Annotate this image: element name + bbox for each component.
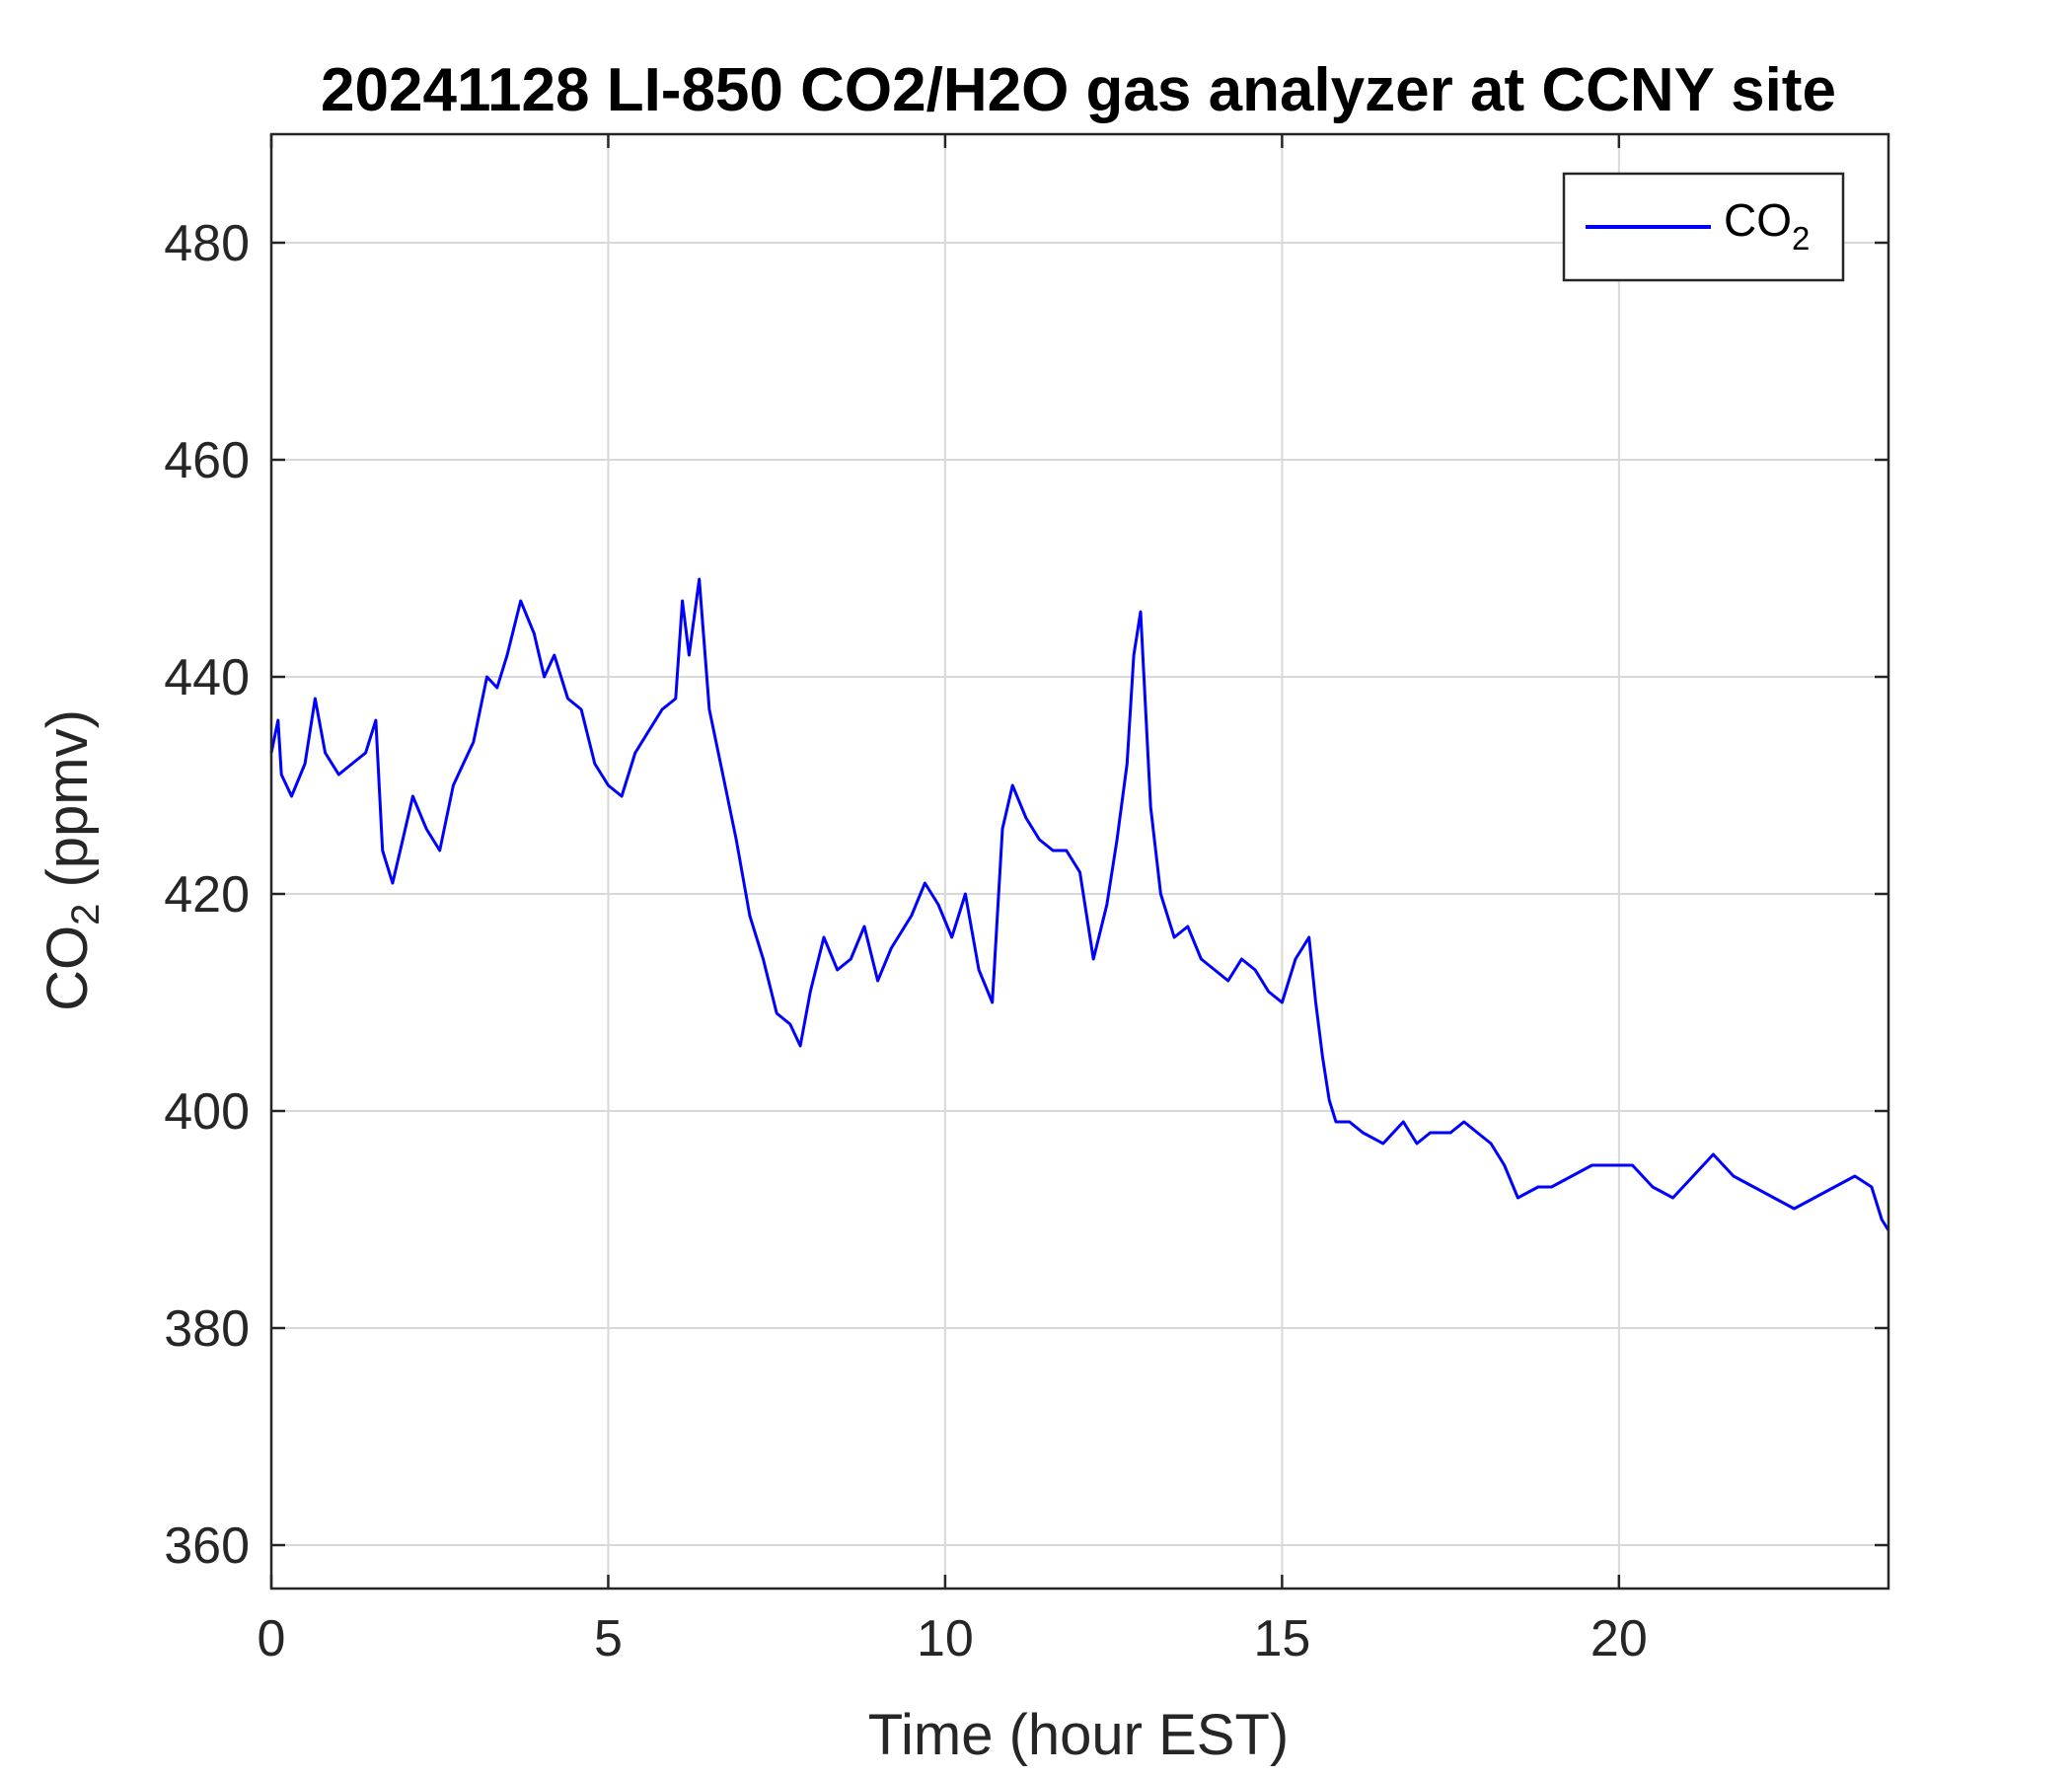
plot-border	[269, 132, 1890, 1591]
x-tick-label: 15	[1253, 1610, 1310, 1667]
y-tick-label: 360	[164, 1517, 250, 1575]
chart-title: 20241128 LI-850 CO2/H2O gas analyzer at …	[321, 56, 1836, 124]
y-tick-label: 400	[164, 1083, 250, 1141]
x-axis-label: Time (hour EST)	[868, 1703, 1289, 1767]
y-axis-label-unit: (ppmv)	[36, 709, 100, 904]
grid-lines	[270, 134, 1888, 1589]
plot-area	[271, 134, 1888, 1589]
tick-marks	[269, 134, 1888, 1589]
series-layer	[269, 577, 1890, 1231]
x-tick-label: 20	[1591, 1610, 1648, 1667]
y-tick-labels: 360 380 400 420 440 460 480	[164, 215, 250, 1575]
x-tick-label: 10	[917, 1610, 974, 1667]
y-axis-label-subscript: 2	[64, 904, 108, 925]
legend: CO2	[1562, 172, 1845, 282]
legend-label-subscript: 2	[1792, 220, 1810, 257]
x-tick-labels: 0 5 10 15 20	[258, 1610, 1648, 1667]
co2-series-line	[269, 577, 1890, 1231]
x-tick-label: 0	[258, 1610, 286, 1667]
x-tick-label: 5	[594, 1610, 623, 1667]
y-tick-label: 380	[164, 1300, 250, 1358]
y-axis-label: CO2 (ppmv)	[36, 709, 108, 1011]
y-tick-label: 480	[164, 215, 250, 272]
y-axis-label-main: CO	[36, 925, 100, 1011]
y-tick-label: 440	[164, 649, 250, 706]
y-tick-label: 460	[164, 432, 250, 489]
legend-label: CO2	[1724, 194, 1810, 257]
legend-label-main: CO	[1724, 194, 1792, 246]
y-tick-label: 420	[164, 866, 250, 924]
